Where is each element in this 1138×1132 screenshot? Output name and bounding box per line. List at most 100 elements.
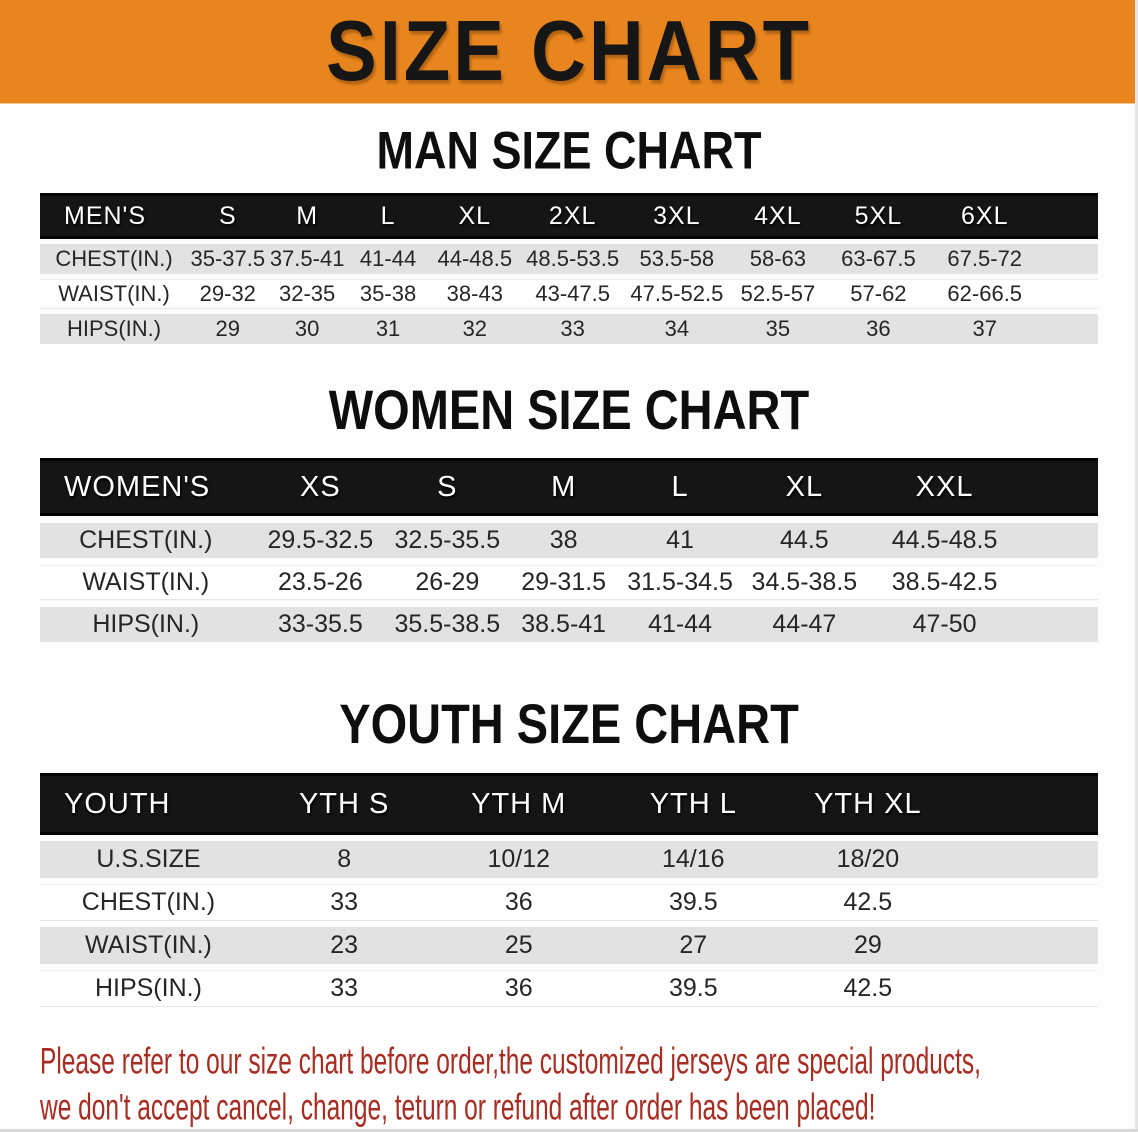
banner: SIZE CHART — [0, 0, 1138, 104]
header-spacer — [1018, 458, 1098, 516]
measurement-value: 38-43 — [429, 279, 521, 309]
measurement-value: 33-35.5 — [251, 607, 390, 642]
measurement-value: 30 — [267, 314, 347, 344]
measurement-label: CHEST(IN.) — [40, 244, 189, 274]
measurement-value: 33 — [520, 314, 626, 344]
measurement-value: 10/12 — [431, 841, 606, 878]
measurement-value: 44.5-48.5 — [870, 523, 1019, 558]
disclaimer: Please refer to our size chart before or… — [40, 1039, 1138, 1131]
measurement-value: 44.5 — [738, 523, 871, 558]
measurement-value: 42.5 — [780, 884, 956, 921]
measurement-value: 33 — [256, 884, 432, 921]
header-spacer — [955, 773, 1098, 835]
size-column-header: 2XL — [520, 193, 626, 239]
size-column-header: L — [346, 193, 430, 239]
measurement-value: 33 — [256, 970, 432, 1007]
size-column-header: 3XL — [625, 193, 729, 239]
measurement-value: 44-47 — [738, 607, 871, 642]
section-women-size-chart: WOMEN SIZE CHART WOMEN'S XS S M L XL XXL CHEST… — [0, 378, 1138, 649]
table-header-row: YOUTH YTH S YTH M YTH L YTH XL — [40, 773, 1098, 835]
measurement-label: HIPS(IN.) — [40, 314, 189, 344]
section-heading: MAN SIZE CHART — [0, 120, 1138, 180]
size-column-header: S — [389, 458, 506, 516]
table-group-label: WOMEN'S — [40, 458, 252, 516]
row-spacer — [1039, 279, 1098, 309]
measurement-value: 27 — [606, 927, 781, 964]
measurement-value: 63-67.5 — [827, 244, 930, 274]
row-spacer — [955, 927, 1098, 964]
measurement-value: 32 — [429, 314, 521, 344]
page-edge-right — [1135, 0, 1138, 1132]
measurement-label: CHEST(IN.) — [40, 884, 257, 921]
measurement-value: 35 — [728, 314, 828, 344]
measurement-value: 29 — [188, 314, 268, 344]
measurement-value: 32.5-35.5 — [389, 523, 506, 558]
youth-size-table: YOUTH YTH S YTH M YTH L YTH XL U.S.SIZE 8 10/1… — [40, 767, 1098, 1013]
measurement-value: 35-38 — [346, 279, 430, 309]
measurement-value: 38 — [505, 523, 622, 558]
measurement-value: 32-35 — [267, 279, 347, 309]
measurement-value: 35-37.5 — [188, 244, 268, 274]
section-heading: WOMEN SIZE CHART — [0, 378, 1138, 441]
measurement-label: WAIST(IN.) — [40, 927, 257, 964]
size-column-header: S — [188, 193, 268, 239]
size-column-header: XS — [251, 458, 390, 516]
size-chart-sections: MAN SIZE CHART MEN'S S M L XL 2XL 3XL 4XL 5XL 6XL… — [0, 120, 1138, 1013]
row-spacer — [1018, 565, 1098, 600]
measurement-value: 44-48.5 — [429, 244, 521, 274]
measurement-label: CHEST(IN.) — [40, 523, 252, 558]
measurement-value: 25 — [431, 927, 606, 964]
header-spacer — [1039, 193, 1098, 239]
row-spacer — [1018, 523, 1098, 558]
size-column-header: 6XL — [929, 193, 1040, 239]
measurement-row: HIPS(IN.) 33-35.5 35.5-38.5 38.5-41 41-44 44-… — [40, 607, 1098, 642]
measurement-value: 36 — [431, 970, 606, 1007]
row-spacer — [1039, 314, 1098, 344]
measurement-value: 57-62 — [827, 279, 930, 309]
section-man-size-chart: MAN SIZE CHART MEN'S S M L XL 2XL 3XL 4XL 5XL 6XL… — [0, 120, 1138, 349]
size-column-header: YTH XL — [780, 773, 956, 835]
measurement-row: CHEST(IN.) 35-37.5 37.5-41 41-44 44-48.5 48.5… — [40, 244, 1098, 274]
measurement-value: 67.5-72 — [929, 244, 1040, 274]
table-header-row: WOMEN'S XS S M L XL XXL — [40, 458, 1098, 516]
measurement-value: 47.5-52.5 — [625, 279, 729, 309]
row-spacer — [1018, 607, 1098, 642]
section-heading: YOUTH SIZE CHART — [0, 692, 1138, 755]
measurement-value: 39.5 — [606, 970, 781, 1007]
size-column-header: L — [621, 458, 739, 516]
table-group-label: YOUTH — [40, 773, 257, 835]
banner-title: SIZE CHART — [326, 3, 812, 100]
size-column-header: M — [267, 193, 347, 239]
measurement-value: 52.5-57 — [728, 279, 828, 309]
measurement-value: 47-50 — [870, 607, 1019, 642]
size-column-header: XL — [738, 458, 871, 516]
page-edge-bottom — [0, 1129, 1138, 1132]
measurement-row: U.S.SIZE 8 10/12 14/16 18/20 — [40, 841, 1098, 878]
measurement-row: WAIST(IN.) 23 25 27 29 — [40, 927, 1098, 964]
measurement-value: 36 — [827, 314, 930, 344]
measurement-value: 23 — [256, 927, 432, 964]
measurement-value: 41 — [621, 523, 739, 558]
measurement-value: 41-44 — [346, 244, 430, 274]
measurement-value: 31.5-34.5 — [621, 565, 739, 600]
measurement-value: 37.5-41 — [267, 244, 347, 274]
measurement-value: 48.5-53.5 — [520, 244, 626, 274]
measurement-value: 18/20 — [780, 841, 956, 878]
measurement-value: 29-31.5 — [505, 565, 622, 600]
measurement-label: HIPS(IN.) — [40, 607, 252, 642]
measurement-label: HIPS(IN.) — [40, 970, 257, 1007]
measurement-value: 35.5-38.5 — [389, 607, 506, 642]
row-spacer — [955, 841, 1098, 878]
table-group-label: MEN'S — [40, 193, 189, 239]
disclaimer-line-2: we don't accept cancel, change, teturn o… — [40, 1087, 876, 1128]
measurement-label: U.S.SIZE — [40, 841, 257, 878]
measurement-row: HIPS(IN.) 33 36 39.5 42.5 — [40, 970, 1098, 1007]
measurement-value: 58-63 — [728, 244, 828, 274]
measurement-value: 29.5-32.5 — [251, 523, 390, 558]
measurement-value: 43-47.5 — [520, 279, 626, 309]
measurement-value: 36 — [431, 884, 606, 921]
measurement-value: 29 — [780, 927, 956, 964]
table-header-row: MEN'S S M L XL 2XL 3XL 4XL 5XL 6XL — [40, 193, 1098, 239]
mens-size-table: MEN'S S M L XL 2XL 3XL 4XL 5XL 6XL CHEST(IN.) 35-3… — [40, 188, 1098, 349]
